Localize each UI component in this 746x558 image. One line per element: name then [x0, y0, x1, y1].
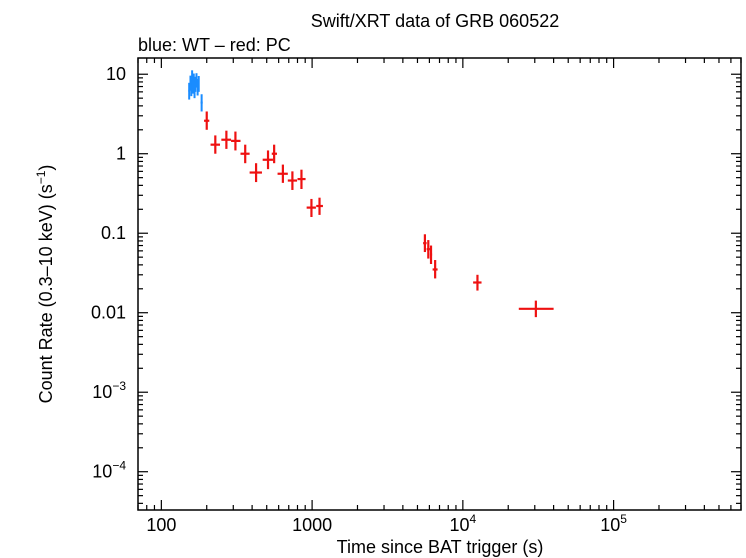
data-point-pc	[306, 198, 316, 217]
x-tick-label: 1000	[292, 515, 332, 535]
axis-ticks	[137, 58, 742, 510]
data-point-pc	[231, 131, 241, 151]
y-axis-label-text: Count Rate (0.3–10 keV) (s	[36, 184, 56, 403]
data-point-pc	[271, 144, 278, 164]
y-tick-label: 10−4	[92, 459, 126, 482]
y-axis-label-close: )	[36, 165, 56, 171]
x-tick-label: 105	[600, 512, 627, 535]
data-point-pc	[204, 111, 210, 130]
data-point-pc	[423, 234, 427, 253]
plot-frame	[137, 57, 742, 511]
x-tick-label: 104	[449, 512, 476, 535]
y-tick-label: 0.1	[101, 223, 126, 243]
x-axis-label: Time since BAT trigger (s)	[337, 537, 544, 557]
x-tick-labels: 100 1000 104 105	[146, 512, 627, 535]
data-point-pc	[240, 144, 250, 164]
chart-subtitle: blue: WT – red: PC	[138, 35, 291, 55]
data-point-wt	[200, 94, 203, 112]
data-point-pc	[210, 135, 221, 154]
y-tick-label: 1	[116, 144, 126, 164]
data-point-pc	[297, 169, 306, 189]
data-point-pc	[429, 245, 433, 265]
y-tick-labels: 10 1 0.1 0.01 10−3 10−4	[91, 64, 126, 481]
data-point-pc	[249, 163, 262, 183]
data-point-pc	[473, 274, 482, 291]
data-point-pc	[432, 260, 438, 279]
chart-title: Swift/XRT data of GRB 060522	[311, 11, 559, 31]
y-tick-label: 10−3	[92, 379, 126, 402]
data-point-pc	[262, 150, 273, 170]
y-tick-label: 10	[106, 64, 126, 84]
y-axis-label-exponent: −1	[34, 170, 48, 184]
data-point-pc	[277, 164, 288, 183]
x-tick-label: 100	[146, 515, 176, 535]
data-point-pc	[287, 171, 298, 190]
data-point-wt	[197, 75, 200, 92]
y-axis-label: Count Rate (0.3–10 keV) (s−1)	[34, 165, 56, 404]
data-point-pc	[426, 240, 430, 259]
data-point-pc	[518, 300, 554, 318]
data-points	[188, 70, 554, 318]
y-tick-label: 0.01	[91, 303, 126, 323]
data-point-pc	[221, 130, 232, 149]
data-point-pc	[316, 197, 323, 215]
